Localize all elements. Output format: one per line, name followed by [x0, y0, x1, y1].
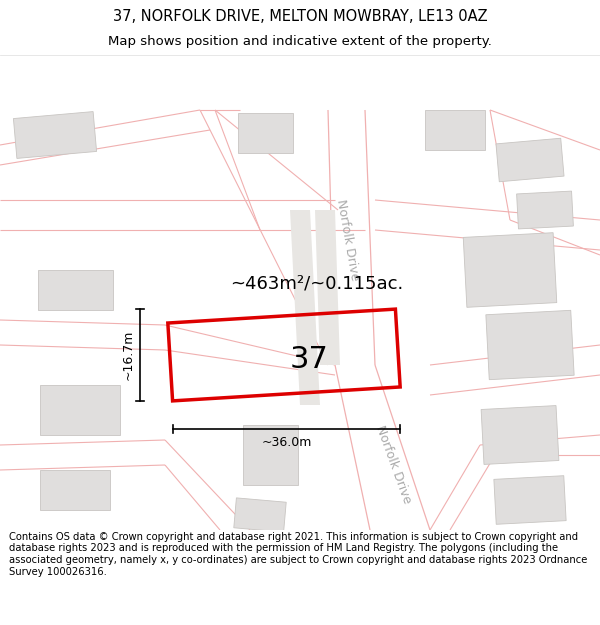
Polygon shape — [290, 210, 320, 405]
Polygon shape — [238, 113, 293, 153]
Polygon shape — [494, 476, 566, 524]
Text: Contains OS data © Crown copyright and database right 2021. This information is : Contains OS data © Crown copyright and d… — [9, 532, 587, 577]
Polygon shape — [517, 191, 574, 229]
Text: Norfolk Drive: Norfolk Drive — [373, 424, 413, 506]
Text: ~16.7m: ~16.7m — [121, 330, 134, 380]
Polygon shape — [40, 385, 120, 435]
Text: ~36.0m: ~36.0m — [261, 436, 311, 449]
Polygon shape — [40, 470, 110, 510]
Text: Norfolk Drive: Norfolk Drive — [334, 198, 362, 282]
Polygon shape — [242, 425, 298, 485]
Polygon shape — [315, 210, 340, 365]
Polygon shape — [496, 138, 564, 182]
Polygon shape — [481, 406, 559, 464]
Text: ~463m²/~0.115ac.: ~463m²/~0.115ac. — [230, 274, 403, 292]
Text: Map shows position and indicative extent of the property.: Map shows position and indicative extent… — [108, 35, 492, 48]
Polygon shape — [425, 110, 485, 150]
Polygon shape — [234, 498, 286, 532]
Polygon shape — [463, 232, 557, 308]
Polygon shape — [37, 270, 113, 310]
Polygon shape — [13, 112, 97, 158]
Text: 37: 37 — [290, 346, 328, 374]
Polygon shape — [486, 311, 574, 379]
Text: 37, NORFOLK DRIVE, MELTON MOWBRAY, LE13 0AZ: 37, NORFOLK DRIVE, MELTON MOWBRAY, LE13 … — [113, 9, 487, 24]
